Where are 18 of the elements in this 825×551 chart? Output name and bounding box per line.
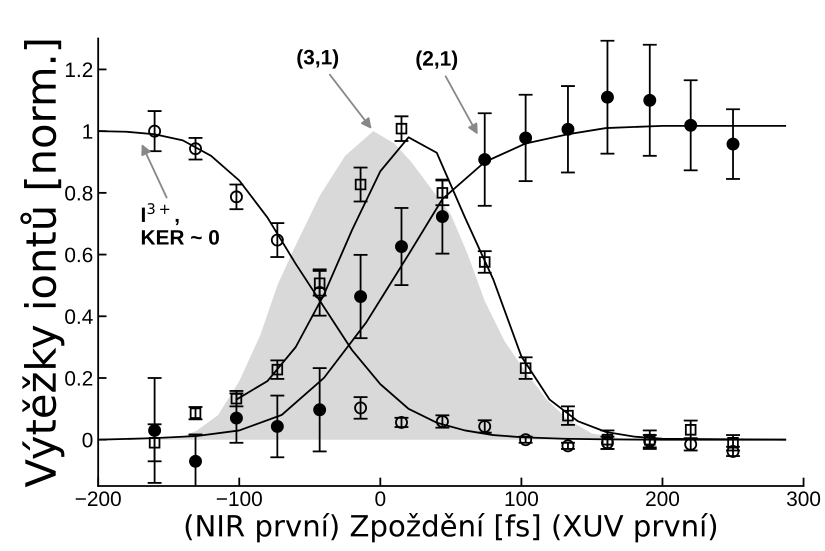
y-tick-label: 0.8 — [65, 186, 92, 201]
x-tick-label: 200 — [646, 491, 680, 506]
x-tick-label: 0 — [375, 491, 386, 506]
y-axis-title: Výtěžky iontů [norm.] — [20, 40, 64, 488]
x-axis-title: (NIR první) Zpoždění [fs] (XUV první) — [186, 513, 716, 542]
x-tick-label: −200 — [76, 491, 121, 506]
y-tick-label: 0.4 — [65, 309, 93, 324]
y-tick-label: 0 — [82, 432, 92, 448]
y-tick-label: 0.2 — [65, 370, 92, 386]
y-tick-label: 0.6 — [65, 248, 92, 262]
y-tick-label: 1.2 — [66, 62, 92, 77]
annotation: (2,1) — [416, 50, 458, 70]
y-tick-label: 1 — [83, 124, 92, 139]
x-tick-label: 100 — [506, 491, 538, 506]
annotation: (3,1) — [297, 49, 338, 69]
x-tick-label: −100 — [216, 491, 262, 506]
annotation: I$^{3+}$, KER ~ 0 — [142, 203, 219, 245]
x-tick-label: 300 — [786, 491, 820, 506]
